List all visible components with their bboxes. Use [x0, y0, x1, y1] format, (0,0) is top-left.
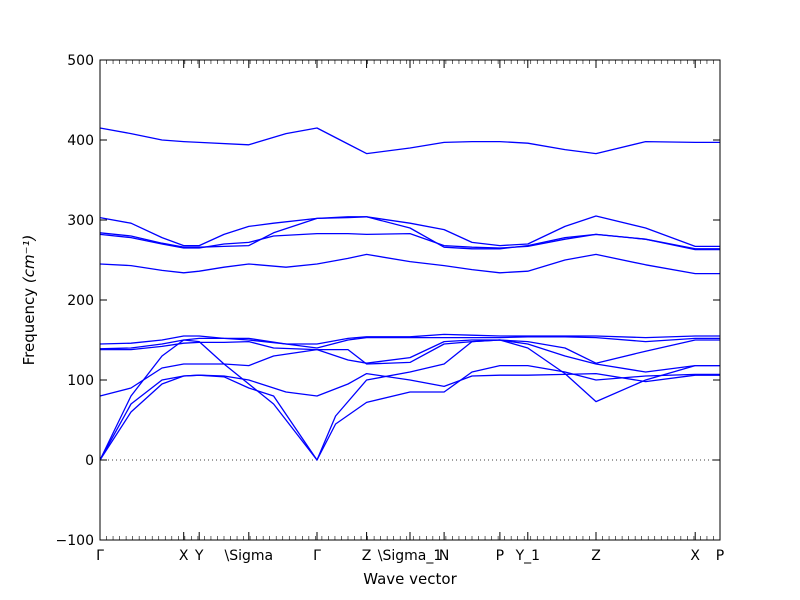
- y-tick-label: 500: [67, 53, 94, 69]
- x-tick-label: P: [496, 548, 504, 564]
- y-axis-label-text: Frequency: [20, 288, 38, 366]
- x-tick-label: X: [690, 548, 700, 564]
- y-tick-label: 100: [67, 373, 94, 389]
- y-tick-label: −100: [56, 533, 94, 549]
- band-line-10: [99, 339, 720, 461]
- band-line-9: [99, 339, 720, 397]
- x-tick-label: \Sigma: [224, 548, 273, 564]
- band-line-5: [99, 253, 720, 275]
- x-tick-label: Y: [194, 548, 204, 564]
- band-line-7: [99, 336, 720, 350]
- band-line-8: [100, 339, 720, 364]
- plot-frame: [99, 59, 721, 541]
- y-tick-label: 400: [67, 133, 94, 149]
- series-layer: [99, 127, 720, 461]
- x-tick-label: Z: [591, 548, 601, 564]
- x-tick-label: N: [439, 548, 449, 564]
- x-tick-label: Γ: [313, 548, 321, 564]
- band-line-4: [99, 232, 720, 251]
- y-tick-label: 200: [67, 293, 94, 309]
- x-tick-label: Γ: [96, 548, 104, 564]
- band-line-12: [99, 372, 720, 461]
- x-tick-label: P: [716, 548, 724, 564]
- x-tick-label: \Sigma_1: [378, 548, 443, 564]
- y-axis-label-unit: (cm⁻¹): [20, 235, 38, 284]
- band-line-3: [99, 216, 720, 250]
- band-line-6: [99, 333, 720, 345]
- y-tick-label: 0: [85, 453, 94, 469]
- y-axis-label: Frequency (cm⁻¹): [20, 235, 38, 366]
- y-tick-label: 300: [67, 213, 94, 229]
- x-axis: Γ X Y \Sigma Γ Z \Sigma_1N P Y_1 Z X P: [96, 60, 724, 564]
- x-tick-label: X: [179, 548, 189, 564]
- x-axis-label: Wave vector: [363, 570, 457, 588]
- band-line-2: [99, 215, 720, 248]
- minor-tick-layer: [99, 60, 721, 540]
- y-axis: −100 0 100 200 300 400 500: [56, 53, 720, 549]
- x-tick-label: Z: [362, 548, 372, 564]
- band-line-1: [99, 127, 720, 155]
- x-tick-label: Y_1: [515, 548, 540, 564]
